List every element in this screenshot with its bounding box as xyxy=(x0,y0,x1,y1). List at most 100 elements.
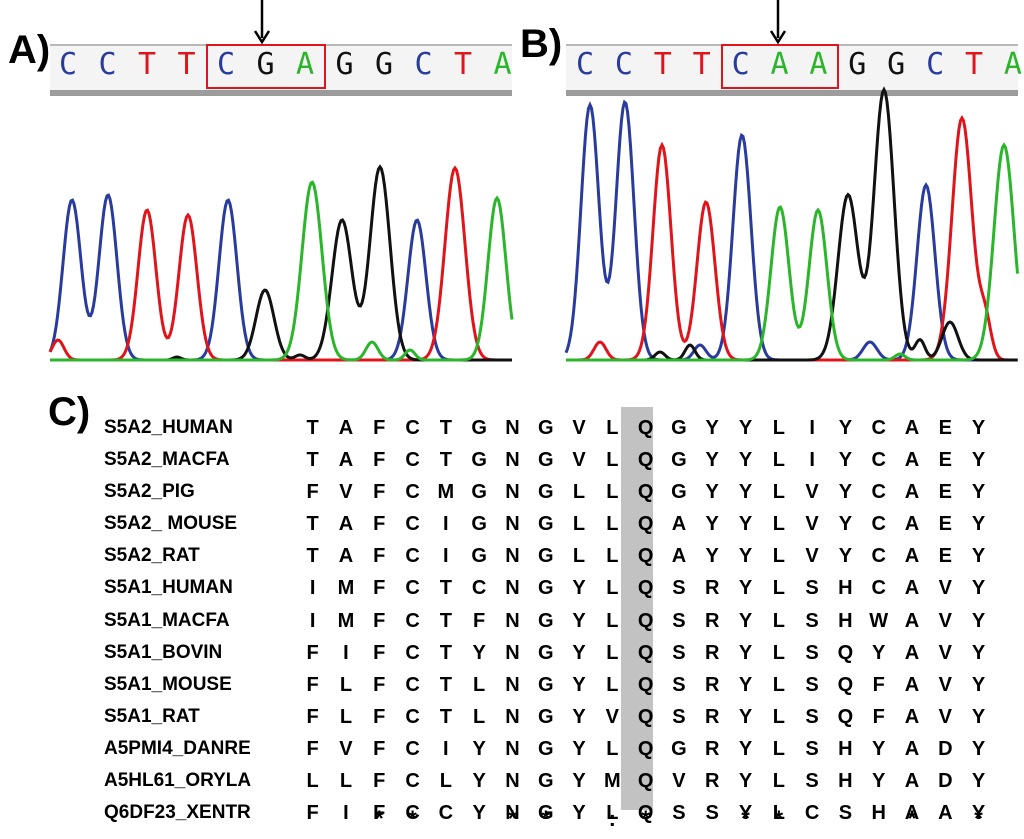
residue: L xyxy=(606,737,619,760)
residue: Y xyxy=(572,705,586,728)
residue: F xyxy=(373,481,386,504)
residue: C xyxy=(405,705,420,728)
residue: M xyxy=(337,577,355,600)
panel-a-base-1: C xyxy=(58,47,78,82)
residue: L xyxy=(606,481,619,504)
panel-a-trace-t xyxy=(48,165,512,362)
residue: L xyxy=(606,802,619,825)
residue: F xyxy=(373,513,386,536)
residue: Y xyxy=(705,449,719,472)
residue: T xyxy=(439,705,452,728)
residue: V xyxy=(938,641,952,664)
panel-b-base-2: C xyxy=(614,47,633,82)
residue: A xyxy=(904,449,920,472)
residue: S xyxy=(805,737,819,760)
residue: Y xyxy=(738,641,753,664)
panel-a-base-11: T xyxy=(453,47,473,82)
residue: Y xyxy=(738,481,753,504)
residue: I xyxy=(309,609,316,632)
conservation-mark: : xyxy=(608,806,616,831)
sequence-name-list: S5A2_HUMAN S5A2_MACFA S5A2_PIG S5A2_ MOUSE S… xyxy=(104,412,251,829)
residue: L xyxy=(572,545,586,568)
panel-b-base-1: C xyxy=(575,47,595,82)
residue: V xyxy=(339,481,353,504)
residue: T xyxy=(439,449,452,472)
residue: F xyxy=(373,577,386,600)
residue: T xyxy=(439,673,452,696)
residue: F xyxy=(373,705,386,728)
residue: T xyxy=(439,609,452,632)
panel-b-base-8: G xyxy=(848,47,867,82)
residue: A xyxy=(904,609,920,632)
residue: Y xyxy=(971,545,986,568)
panel-b-base-12: A xyxy=(1003,47,1022,82)
residue: Q xyxy=(837,673,854,696)
residue: Y xyxy=(738,449,753,472)
residue: H xyxy=(838,609,853,632)
residue: C xyxy=(405,770,420,793)
residue: Y xyxy=(971,673,986,696)
panel-a-base-8: G xyxy=(335,47,354,82)
residue: I xyxy=(443,545,449,568)
residue: Q xyxy=(637,802,654,825)
residue: L xyxy=(339,770,353,793)
residue: Y xyxy=(971,802,986,825)
residue: L xyxy=(772,609,785,632)
residue: C xyxy=(405,577,420,600)
residue: L xyxy=(306,770,319,793)
sequence-name: S5A1_MOUSE xyxy=(104,673,232,695)
residue: F xyxy=(373,802,386,825)
residue: F xyxy=(373,641,386,664)
residue: Q xyxy=(637,770,654,793)
panel-c-label: C) xyxy=(48,390,91,434)
residue: Y xyxy=(971,417,986,439)
residue: L xyxy=(772,770,785,793)
panel-a-base-7: A xyxy=(295,47,315,82)
sequence-name: A5PMI4_DANRE xyxy=(104,737,251,759)
residue: Y xyxy=(572,577,586,600)
residue: R xyxy=(704,577,720,600)
residue: A xyxy=(904,417,920,439)
residue: C xyxy=(405,481,420,504)
residue: L xyxy=(772,449,785,472)
residue: N xyxy=(505,770,520,793)
residue: N xyxy=(505,513,520,536)
residue: R xyxy=(704,673,720,696)
residue: C xyxy=(871,449,886,472)
residue: E xyxy=(938,481,952,504)
residue: Q xyxy=(637,417,654,439)
residue: L xyxy=(606,417,619,439)
residue: Y xyxy=(572,770,586,793)
conservation-mark: * xyxy=(907,806,917,831)
residue: G xyxy=(537,417,554,439)
residue: T xyxy=(439,577,452,600)
residue: Y xyxy=(705,481,719,504)
residue: F xyxy=(306,673,319,696)
residue: Y xyxy=(472,641,486,664)
residue: V xyxy=(938,673,952,696)
residue: F xyxy=(373,449,386,472)
residue: G xyxy=(537,673,554,696)
residue: N xyxy=(505,705,520,728)
conservation-mark: * xyxy=(408,806,417,831)
residue: G xyxy=(671,481,687,504)
panel-b-trace-a xyxy=(566,142,1019,362)
residue: C xyxy=(871,513,886,536)
residue: V xyxy=(339,737,353,760)
residue: C xyxy=(871,481,886,504)
sequence-name: S5A2_HUMAN xyxy=(104,417,233,438)
panel-b-base-7: A xyxy=(809,47,828,82)
residue: S xyxy=(838,802,853,825)
residue: Y xyxy=(838,545,853,568)
residue: Q xyxy=(637,737,654,760)
residue: H xyxy=(838,577,853,600)
residue: L xyxy=(772,802,785,825)
residue: A xyxy=(904,641,920,664)
residue: H xyxy=(871,802,886,825)
residue: A xyxy=(904,770,920,793)
residue: V xyxy=(672,770,686,793)
residue: Q xyxy=(637,609,654,632)
residue: S xyxy=(805,577,819,600)
residue: Y xyxy=(738,577,753,600)
